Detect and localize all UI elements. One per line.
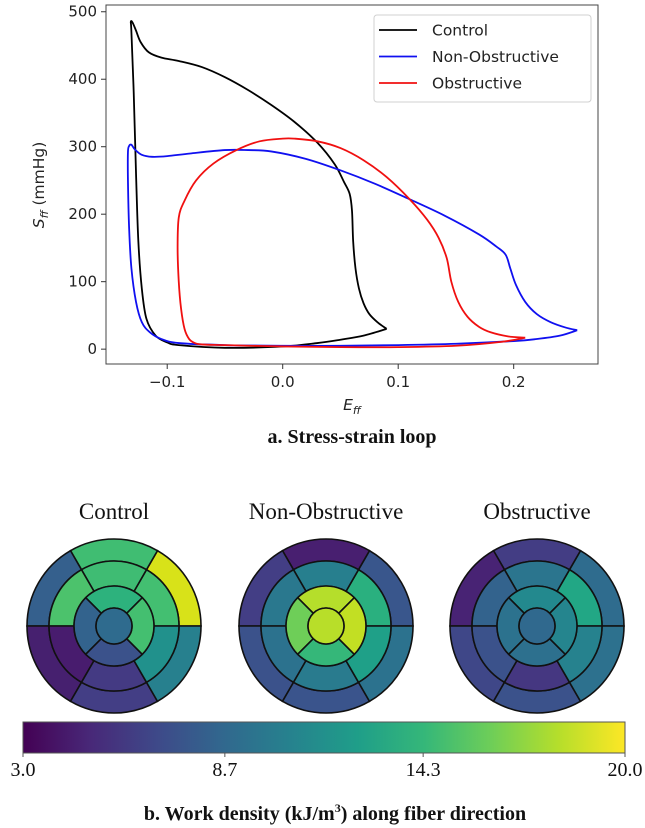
- y-tick-label: 300: [68, 138, 97, 156]
- segment-apex: [518, 607, 556, 645]
- colorbar-ticks: 3.0 8.7 14.3 20.0: [11, 753, 643, 781]
- colorbar: [22, 721, 626, 754]
- bullseye-label: Non-Obstructive: [249, 499, 404, 524]
- legend-box: [373, 14, 592, 103]
- bullseye-obstructive: Obstructive: [449, 499, 625, 714]
- series-line-obstructive: [176, 137, 526, 349]
- bullseye-control: Control: [26, 499, 202, 714]
- colorbar-tick-label: 8.7: [212, 759, 237, 781]
- bullseye-label: Obstructive: [483, 499, 590, 524]
- y-tick-label: 400: [68, 70, 97, 88]
- colorbar-tick-label: 20.0: [608, 759, 643, 781]
- stress-strain-chart: −0.1 0.0 0.1 0.2 0 100 200 300 400 500 Control No…: [30, 3, 599, 448]
- y-tick-label: 500: [68, 3, 97, 21]
- x-tick-label: 0.2: [502, 373, 526, 391]
- series-lines: [126, 20, 578, 349]
- legend-label: Obstructive: [432, 75, 522, 93]
- y-axis: 0 100 200 300 400 500: [68, 3, 106, 358]
- x-axis: −0.1 0.0 0.1 0.2: [149, 364, 526, 391]
- work-density-bullseyes: Control Non-Obstructive Obstructive 3.0 8.7…: [11, 499, 643, 825]
- bullseye-non-obstructive: Non-Obstructive: [238, 499, 414, 714]
- x-tick-label: −0.1: [149, 373, 185, 391]
- segment-apex: [95, 607, 133, 645]
- y-axis-label: Sff (mmHg): [30, 142, 51, 229]
- bullseye-title: b. Work density (kJ/m3) along fiber dire…: [144, 801, 526, 825]
- y-tick-label: 100: [68, 273, 97, 291]
- y-tick-label: 200: [68, 205, 97, 223]
- legend-label: Control: [432, 22, 488, 40]
- colorbar-tick-label: 14.3: [406, 759, 441, 781]
- colorbar-tick-label: 3.0: [11, 759, 36, 781]
- x-tick-label: 0.1: [386, 373, 410, 391]
- chart-title: a. Stress-strain loop: [267, 426, 436, 448]
- x-axis-label: Eff: [343, 396, 362, 417]
- x-tick-label: 0.0: [271, 373, 295, 391]
- legend-label: Non-Obstructive: [432, 48, 559, 66]
- y-tick-label: 0: [87, 340, 97, 358]
- segment-apex: [307, 607, 345, 645]
- bullseye-label: Control: [79, 499, 149, 524]
- legend: Control Non-Obstructive Obstructive: [373, 14, 592, 103]
- series-line-control: [129, 20, 388, 349]
